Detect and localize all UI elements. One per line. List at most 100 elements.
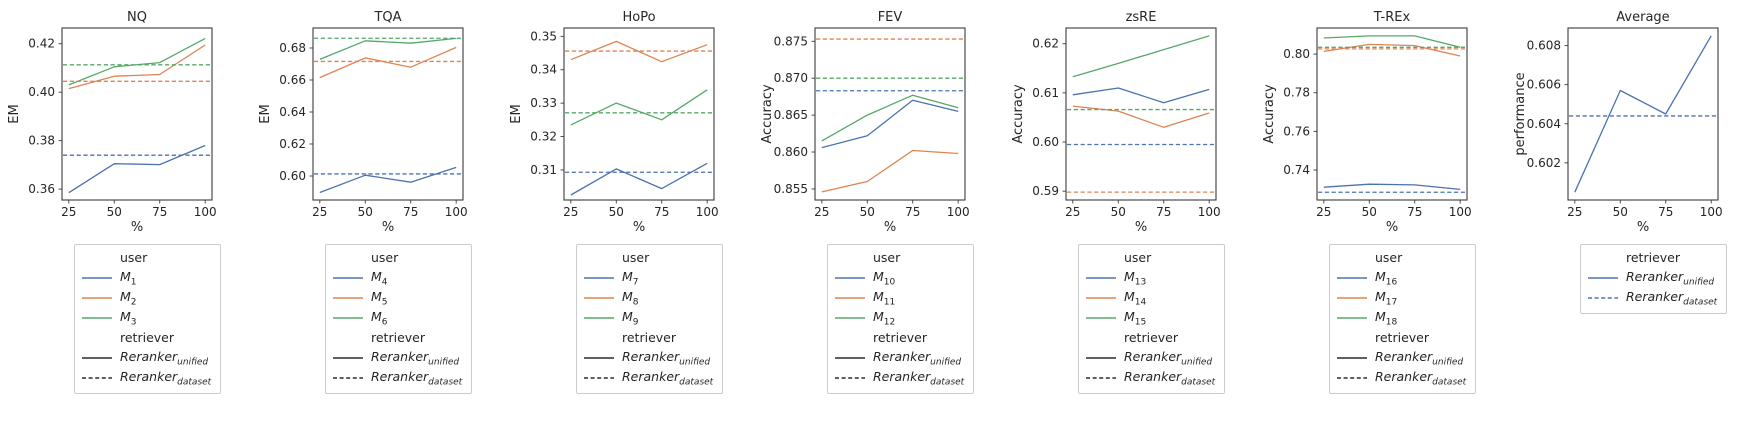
legend-item-m8: M8 <box>584 288 713 308</box>
legend-item-label: M18 <box>1375 309 1397 328</box>
solid-line-swatch <box>1337 295 1367 301</box>
legend-section-title: retriever <box>1626 250 1680 265</box>
solid-line-swatch <box>835 295 865 301</box>
legend-item-m13: M13 <box>1086 268 1215 288</box>
legend-label-subscript: dataset <box>1181 377 1216 388</box>
swatch-svg <box>1588 277 1618 279</box>
plot-area <box>61 27 213 201</box>
swatch-svg <box>1086 377 1116 379</box>
swatch-svg <box>1337 277 1367 279</box>
x-tick-label: 25 <box>1567 205 1582 219</box>
legend-item-rerankerdataset: Rerankerdataset <box>1086 368 1215 388</box>
y-axis-label: performance <box>1513 72 1528 155</box>
plot-area <box>814 27 966 201</box>
legend-label-subscript: dataset <box>930 377 965 388</box>
legend-label-subscript: 11 <box>883 297 896 308</box>
swatch-svg <box>835 277 865 279</box>
y-tick-label: 0.40 <box>28 85 55 99</box>
legend-section-title: retriever <box>120 330 174 345</box>
y-tick-label: 0.68 <box>279 41 306 55</box>
swatch-svg <box>584 377 614 379</box>
x-tick-label: 75 <box>152 205 167 219</box>
legend-label-main: M <box>120 288 131 304</box>
legend-label-main: M <box>371 268 382 284</box>
swatch-svg <box>584 317 614 319</box>
solid-line-swatch <box>835 315 865 321</box>
legend-item-m3: M3 <box>82 308 211 328</box>
legend-label-main: M <box>622 268 633 284</box>
legend-label-main: Reranker <box>622 368 680 384</box>
plot-area <box>1316 27 1468 201</box>
x-tick-label: 100 <box>194 205 217 219</box>
legend-label-main: M <box>1124 288 1135 304</box>
legend-item-rerankerdataset: Rerankerdataset <box>584 368 713 388</box>
swatch-svg <box>333 297 363 299</box>
dashed-line-swatch <box>1086 375 1116 381</box>
legend-label-subscript: dataset <box>428 377 463 388</box>
y-tick-label: 0.35 <box>530 29 557 43</box>
swatch-svg <box>1337 317 1367 319</box>
plot-area <box>1065 27 1217 201</box>
x-tick-label: 25 <box>312 205 327 219</box>
legend-label-main: Reranker <box>1626 268 1684 284</box>
x-tick-label: 25 <box>1316 205 1331 219</box>
legend-item-label: M13 <box>1124 269 1146 288</box>
legend-section-title: user <box>1375 250 1403 265</box>
x-tick-label: 50 <box>609 205 624 219</box>
legend-item-m11: M11 <box>835 288 964 308</box>
x-tick-label: 75 <box>403 205 418 219</box>
legend-item-label: Rerankerdataset <box>622 369 713 388</box>
panel-trex: T-REx Accuracy 0.74 0.76 0.78 0.80 25 50 75 100% u… <box>1255 4 1506 394</box>
legend-label-subscript: unified <box>1181 357 1213 368</box>
x-axis-label: % <box>884 220 896 235</box>
swatch-svg <box>333 277 363 279</box>
legend-item-label: M15 <box>1124 309 1146 328</box>
line-m16-unified <box>1323 183 1461 191</box>
y-tick-label: 0.62 <box>1032 37 1059 51</box>
legend-label-subscript: unified <box>177 357 209 368</box>
legend-label-subscript: dataset <box>177 377 212 388</box>
legend-label-main: M <box>371 288 382 304</box>
plot-area <box>312 27 464 201</box>
y-axis-label: Accuracy <box>1011 84 1026 144</box>
y-tick-label: 0.80 <box>1283 47 1310 61</box>
y-tick-label: 0.38 <box>28 134 55 148</box>
chart-title: Average <box>1616 10 1669 25</box>
legend-label-subscript: dataset <box>1683 297 1718 308</box>
chart-title: TQA <box>373 10 401 25</box>
panel-average: Average performance 0.602 0.604 0.606 0.608 25… <box>1506 4 1757 314</box>
legend-item-label: Rerankerdataset <box>1124 369 1215 388</box>
line-m12-unified <box>821 94 959 142</box>
y-tick-label: 0.34 <box>530 63 557 77</box>
legend-item-label: Rerankerunified <box>371 349 459 368</box>
legend-item-label: M16 <box>1375 269 1397 288</box>
solid-line-swatch <box>1337 315 1367 321</box>
chart-trex: T-REx Accuracy 0.74 0.76 0.78 0.80 25 50 75 100% <box>1262 10 1472 235</box>
y-tick-label: 0.32 <box>530 130 557 144</box>
legend-item-m5: M5 <box>333 288 462 308</box>
legend-label-main: M <box>873 308 884 324</box>
swatch-svg <box>835 317 865 319</box>
legend-section-title: retriever <box>622 330 676 345</box>
y-axis-label: Accuracy <box>1262 84 1277 144</box>
solid-line-swatch <box>333 315 363 321</box>
y-tick-label: 0.36 <box>28 182 55 196</box>
line-reranker_unified-unified <box>1574 35 1712 193</box>
legend-item-m14: M14 <box>1086 288 1215 308</box>
solid-line-swatch <box>1086 295 1116 301</box>
legend-label-main: M <box>120 308 131 324</box>
y-tick-label: 0.42 <box>28 37 55 51</box>
x-tick-label: 100 <box>1449 205 1472 219</box>
legend-item-m18: M18 <box>1337 308 1466 328</box>
legend-label-subscript: unified <box>1683 277 1715 288</box>
legend-section-title: user <box>622 250 650 265</box>
legend-label-subscript: dataset <box>1432 377 1467 388</box>
solid-line-swatch <box>584 315 614 321</box>
legend-item-rerankerdataset: Rerankerdataset <box>1337 368 1466 388</box>
swatch-svg <box>333 317 363 319</box>
legend-section-title: retriever <box>1375 330 1429 345</box>
line-m10-unified <box>821 99 959 149</box>
legend-item-m15: M15 <box>1086 308 1215 328</box>
panel-nq: NQ EM 0.36 0.38 0.40 0.42 25 50 75 100% user M1 M2 M3… <box>0 4 251 394</box>
dashed-line-swatch <box>82 375 112 381</box>
